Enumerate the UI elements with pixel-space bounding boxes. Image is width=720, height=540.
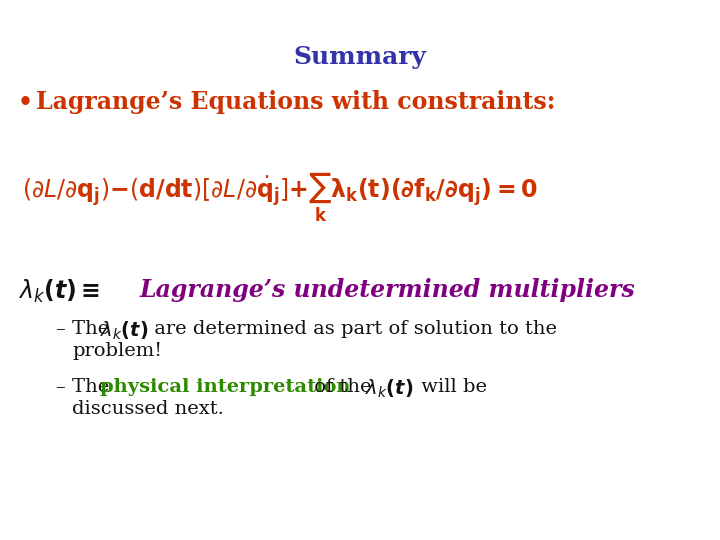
Text: $\boldsymbol{\lambda_k(t)}$: $\boldsymbol{\lambda_k(t)}$ [365, 378, 413, 400]
Text: are determined as part of solution to the: are determined as part of solution to th… [148, 320, 557, 338]
Text: physical interpretation: physical interpretation [100, 378, 351, 396]
Text: will be: will be [415, 378, 487, 396]
Text: problem!: problem! [72, 342, 162, 360]
Text: The: The [72, 378, 115, 396]
Text: •: • [18, 90, 33, 114]
Text: discussed next.: discussed next. [72, 400, 224, 418]
Text: The: The [72, 320, 115, 338]
Text: Summary: Summary [294, 45, 426, 69]
Text: –: – [55, 320, 65, 338]
Text: Lagrange’s undetermined multipliers: Lagrange’s undetermined multipliers [140, 278, 636, 302]
Text: $\boldsymbol{\lambda_k(t) \equiv}$: $\boldsymbol{\lambda_k(t) \equiv}$ [18, 278, 100, 305]
Text: $(\partial L/\partial \mathbf{q_j}) \mathbf{-} (\mathbf{d/dt})[\partial L/\parti: $(\partial L/\partial \mathbf{q_j}) \mat… [22, 170, 538, 224]
Text: of the: of the [308, 378, 378, 396]
Text: Lagrange’s Equations with constraints:: Lagrange’s Equations with constraints: [36, 90, 555, 114]
Text: $\boldsymbol{\lambda_k(t)}$: $\boldsymbol{\lambda_k(t)}$ [100, 320, 148, 342]
Text: –: – [55, 378, 65, 396]
